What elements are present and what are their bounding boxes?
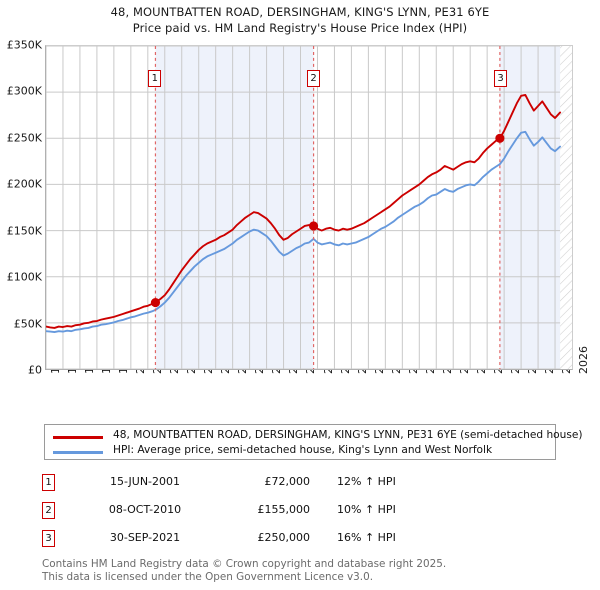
legend-swatch-price-paid <box>53 436 103 439</box>
y-tick-label: £350K <box>6 38 42 52</box>
future-region <box>560 46 572 369</box>
shaded-span-0 <box>155 46 314 369</box>
y-tick-label: £50K <box>13 317 42 331</box>
chart-marker-3[interactable]: 3 <box>494 70 508 87</box>
legend-label-price-paid: 48, MOUNTBATTEN ROAD, DERSINGHAM, KING'S… <box>113 429 583 441</box>
transaction-date: 30-SEP-2021 <box>109 531 181 544</box>
series-line-price-paid <box>46 93 562 329</box>
legend-item-1: HPI: Average price, semi-detached house,… <box>45 443 555 461</box>
legend-label-hpi: HPI: Average price, semi-detached house,… <box>113 444 493 456</box>
y-tick-label: £0 <box>28 363 42 377</box>
transaction-price: £72,000 <box>264 475 311 488</box>
y-tick-label: £100K <box>6 270 42 284</box>
marker-dot-1 <box>150 297 161 308</box>
legend-item-0: 48, MOUNTBATTEN ROAD, DERSINGHAM, KING'S… <box>45 428 583 446</box>
transaction-price: £155,000 <box>257 503 311 516</box>
plot-area <box>45 45 573 370</box>
series-line-hpi <box>46 130 562 334</box>
transaction-hpi-delta: 12% ↑ HPI <box>337 475 396 488</box>
footer-line-1: Contains HM Land Registry data © Crown c… <box>42 558 447 570</box>
transaction-price: £250,000 <box>257 531 311 544</box>
footer-line-2: This data is licensed under the Open Gov… <box>42 570 374 583</box>
transaction-index-badge[interactable]: 3 <box>42 530 55 547</box>
shaded-span-1 <box>499 46 572 369</box>
chart-legend: 48, MOUNTBATTEN ROAD, DERSINGHAM, KING'S… <box>44 424 583 461</box>
chart-title-line1: 48, MOUNTBATTEN ROAD, DERSINGHAM, KING'S… <box>110 5 490 19</box>
transaction-date: 15-JUN-2001 <box>109 475 181 488</box>
chart-marker-1[interactable]: 1 <box>148 70 162 87</box>
footer: Contains HM Land Registry data © Crown c… <box>42 558 582 583</box>
y-tick-label: £200K <box>6 177 42 191</box>
transaction-row: 3 30-SEP-2021 £250,000 16% ↑ HPI <box>42 530 472 550</box>
transaction-index-badge[interactable]: 2 <box>42 502 55 519</box>
transaction-row: 1 15-JUN-2001 £72,000 12% ↑ HPI <box>42 474 472 494</box>
chart-subtitle-line2: Price paid vs. HM Land Registry's House … <box>132 21 468 35</box>
y-tick-label: £150K <box>6 224 42 238</box>
transaction-hpi-delta: 16% ↑ HPI <box>337 531 396 544</box>
x-tick-label: 2026 <box>577 346 590 374</box>
chart-marker-2[interactable]: 2 <box>307 70 321 87</box>
y-tick-label: £300K <box>6 84 42 98</box>
chart-canvas <box>46 46 572 369</box>
transaction-date: 08-OCT-2010 <box>108 503 182 516</box>
transaction-row: 2 08-OCT-2010 £155,000 10% ↑ HPI <box>42 502 472 522</box>
transaction-index-badge[interactable]: 1 <box>42 474 55 491</box>
marker-dot-3 <box>495 133 505 143</box>
legend-swatch-hpi <box>53 451 103 454</box>
marker-dot-2 <box>308 221 319 231</box>
y-tick-label: £250K <box>6 131 42 145</box>
transaction-hpi-delta: 10% ↑ HPI <box>337 503 396 516</box>
